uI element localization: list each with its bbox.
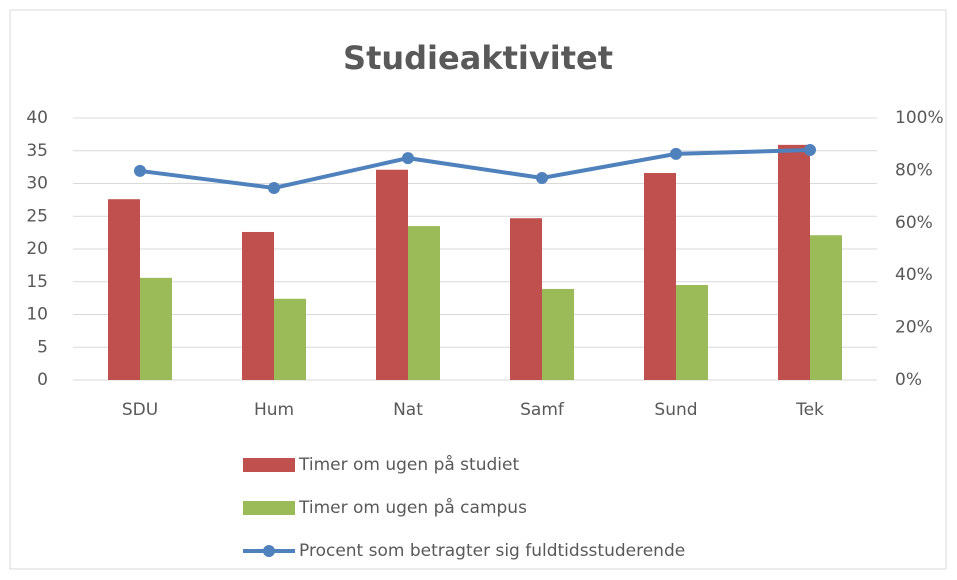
legend-marker <box>263 545 275 557</box>
y2-tick-label: 60% <box>895 213 933 233</box>
bar <box>510 218 542 380</box>
y-tick-label: 30 <box>26 174 48 194</box>
bar <box>542 288 574 380</box>
line-point <box>536 171 548 184</box>
x-tick-label: Samf <box>520 400 565 420</box>
y-tick-label: 20 <box>26 239 48 259</box>
legend-swatch <box>243 501 295 515</box>
bar <box>778 144 810 380</box>
bar <box>242 231 274 380</box>
bar <box>274 298 306 380</box>
y2-tick-label: 40% <box>895 265 933 285</box>
x-tick-label: Tek <box>795 400 824 420</box>
line-point <box>402 152 414 165</box>
legend-swatch <box>243 458 295 472</box>
bar <box>108 199 140 380</box>
y-tick-label: 0 <box>37 370 48 390</box>
bar <box>676 285 708 380</box>
y2-tick-label: 20% <box>895 318 933 338</box>
bar <box>644 173 676 380</box>
line-point <box>268 181 280 194</box>
x-tick-label: SDU <box>122 400 158 420</box>
x-tick-label: Nat <box>393 400 423 420</box>
y2-tick-label: 0% <box>895 370 922 390</box>
legend-label: Procent som betragter sig fuldtidsstuder… <box>299 541 685 561</box>
line <box>139 147 811 190</box>
bar <box>408 226 440 380</box>
line-point <box>134 164 146 177</box>
line-point <box>670 147 682 160</box>
legend-label: Timer om ugen på campus <box>298 497 527 518</box>
x-tick-label: Sund <box>654 400 697 420</box>
bar <box>376 169 408 380</box>
x-tick-label: Hum <box>254 400 294 420</box>
y2-tick-label: 80% <box>895 160 933 180</box>
y-tick-label: 10 <box>26 305 48 325</box>
y-tick-label: 25 <box>26 206 48 226</box>
legend-label: Timer om ugen på studiet <box>298 454 519 475</box>
y-tick-label: 5 <box>37 337 48 357</box>
bar <box>140 277 172 380</box>
y2-tick-label: 100% <box>895 108 944 128</box>
y-tick-label: 15 <box>26 272 48 292</box>
y-tick-label: 40 <box>26 108 48 128</box>
line-point <box>804 143 816 156</box>
chart-title: Studieaktivitet <box>343 39 613 77</box>
y-tick-label: 35 <box>26 141 48 161</box>
bar <box>810 235 842 380</box>
